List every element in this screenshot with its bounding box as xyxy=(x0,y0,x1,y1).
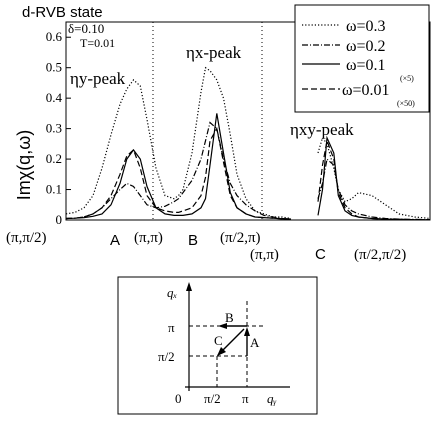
series-omega-0.2-left xyxy=(65,121,292,220)
y-tick-label: 0.6 xyxy=(46,29,63,44)
peak-label-eta-x: ηx-peak xyxy=(186,43,242,62)
inset-arrow-b xyxy=(218,323,227,329)
series-omega-0.3-left xyxy=(65,66,292,220)
inset-tick-y-pi: π xyxy=(168,320,175,335)
plot-frame xyxy=(65,21,431,221)
inset-path-label-a: A xyxy=(250,335,260,350)
series-omega-0.01-left xyxy=(65,126,292,220)
peak-label-eta-y: ηy-peak xyxy=(70,69,126,88)
x-tick-pi-pi-left: (π,π) xyxy=(134,230,163,246)
inset-tick-x-pi: π xyxy=(242,391,249,406)
inset-path-label-b: B xyxy=(225,310,234,325)
legend-label-omega-0.2: ω=0.2 xyxy=(346,38,386,55)
chart-title: d-RVB state xyxy=(22,4,103,21)
series-layer xyxy=(65,66,431,221)
segment-label-c: C xyxy=(315,246,326,263)
y-tick-label: 0 xyxy=(56,212,63,227)
legend: ω=0.3 ω=0.2 ω=0.1 (×5) ω=0.01 (×50) xyxy=(294,4,430,113)
x-tick-pi2-pi: (π/2,π) xyxy=(220,230,261,246)
peak-label-eta-xy: ηxy-peak xyxy=(290,120,354,139)
inset-tick-x-0: 0 xyxy=(175,391,182,406)
y-tick-label: 0.2 xyxy=(46,151,62,166)
inset-x-label: qᵧ xyxy=(267,391,277,406)
param-temperature: T=0.01 xyxy=(80,36,115,50)
inset-path-label-c: C xyxy=(214,333,223,348)
x-tick-pi2-pi2: (π/2,π/2) xyxy=(354,247,406,263)
legend-note-omega-0.01: (×50) xyxy=(397,99,415,108)
x-tick-pi-pi-right: (π,π) xyxy=(250,247,279,263)
y-tick-label: 0.4 xyxy=(46,90,63,105)
legend-label-omega-0.3: ω=0.3 xyxy=(346,18,386,35)
y-tick-label: 0.5 xyxy=(46,60,62,75)
series-omega-0.3-right xyxy=(317,136,431,220)
inset-arrow-a xyxy=(244,327,250,336)
inset-arrow-c xyxy=(217,347,226,356)
legend-note-omega-0.1: (×5) xyxy=(400,74,414,83)
y-axis: 0 0.1 0.2 0.3 0.4 0.5 0.6 xyxy=(46,29,71,227)
series-omega-0.01-right xyxy=(317,138,431,221)
series-omega-0.1-left xyxy=(65,113,292,220)
series-omega-0.1-right xyxy=(317,135,431,221)
y-axis-label: Imχ(q,ω) xyxy=(14,130,34,201)
inset-frame xyxy=(117,276,318,415)
inset-y-arrowhead xyxy=(186,282,192,291)
inset-tick-y-pi2: π/2 xyxy=(158,349,175,364)
segment-label-b: B xyxy=(188,232,198,249)
legend-box xyxy=(294,4,430,113)
y-tick-label: 0.3 xyxy=(46,121,62,136)
param-delta: δ=0.10 xyxy=(68,21,104,36)
inset: qₓ qᵧ π π/2 0 π/2 π A B C xyxy=(117,276,318,415)
inset-tick-x-pi2: π/2 xyxy=(204,391,221,406)
legend-label-omega-0.1: ω=0.1 xyxy=(346,57,386,74)
legend-label-omega-0.01: ω=0.01 xyxy=(342,82,390,99)
x-tick-pi-pi2: (π,π/2) xyxy=(6,230,47,246)
inset-y-label: qₓ xyxy=(167,285,178,300)
y-tick-label: 0.1 xyxy=(46,182,62,197)
segment-label-a: A xyxy=(110,232,120,249)
